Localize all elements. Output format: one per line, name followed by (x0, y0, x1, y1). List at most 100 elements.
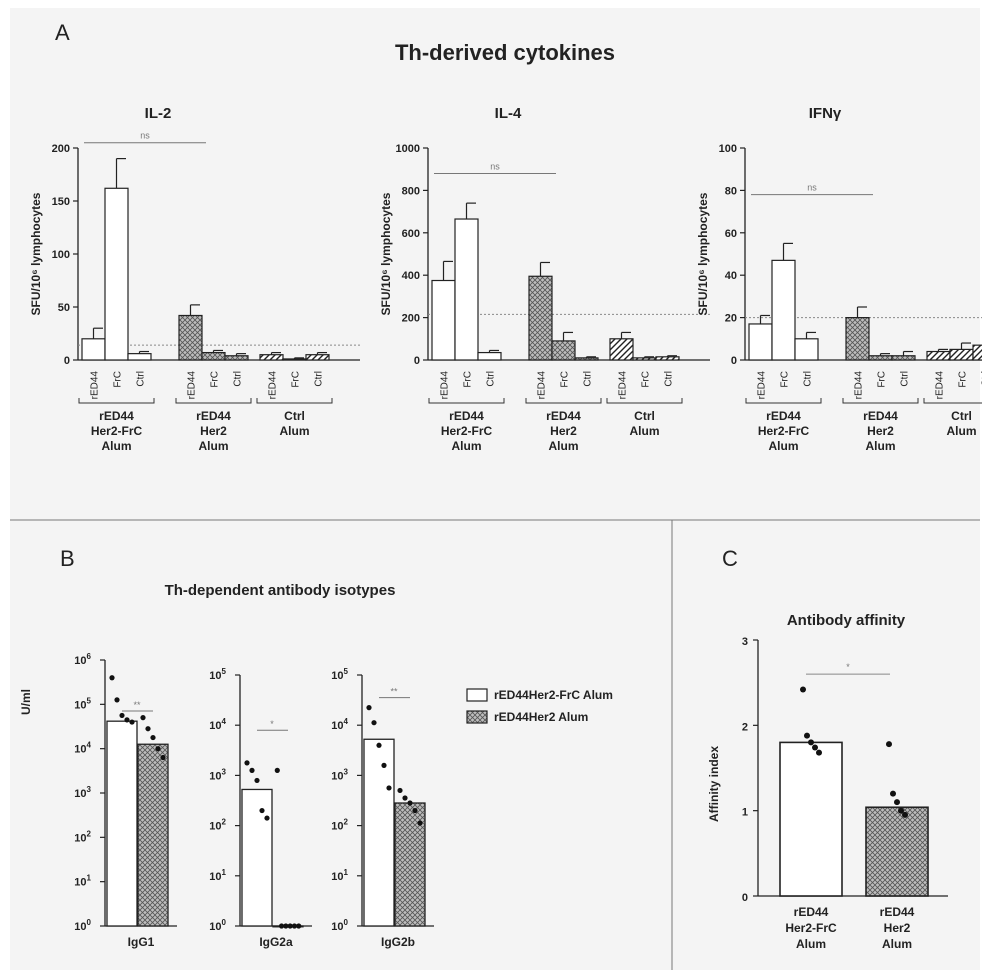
il2-bar-label: Ctrl (136, 371, 147, 387)
il4-chart-title: IL-4 (495, 105, 522, 122)
igg2b-data-point (417, 820, 423, 826)
affinity-category-1-line-2: Her2-FrC (785, 921, 837, 935)
panel-a-letter: A (55, 20, 70, 45)
affinity-y-tick-label: 2 (742, 721, 748, 733)
il2-bar (305, 354, 330, 361)
il2-bar-label: FrC (291, 371, 302, 388)
il4-y-axis-label: SFU/10⁶ lymphocytes (379, 192, 393, 315)
igg1-data-point (150, 734, 156, 741)
il2-bar-label: FrC (113, 371, 124, 388)
il2-y-axis-label: SFU/10⁶ lymphocytes (29, 192, 43, 315)
il2-group-label: Alum (280, 424, 310, 438)
il2-y-tick-label: 200 (52, 143, 70, 155)
ifng-y-tick-label: 100 (719, 143, 737, 155)
legend-swatch-open (466, 688, 488, 702)
affinity-data-point (902, 811, 908, 818)
il2-group-bracket (256, 398, 333, 404)
ifng-bar (771, 259, 796, 361)
igg2a-data-point (264, 815, 270, 821)
ifng-bar-label: rED44 (935, 371, 946, 400)
il2-bar (127, 353, 152, 361)
il2-group-label: rED44 (99, 409, 134, 423)
il4-group-label: Her2-FrC (441, 424, 493, 438)
igg1-data-point (119, 712, 125, 719)
il4-bar-label: FrC (560, 371, 571, 388)
il2-y-tick-label: 0 (64, 355, 70, 367)
affinity-category-2-line-3: Alum (882, 937, 912, 951)
panel-c-letter: C (722, 546, 738, 571)
affinity-category-2-line-1: rED44 (880, 905, 915, 919)
il4-y-tick-label: 600 (402, 228, 420, 240)
igg1-data-point (114, 697, 120, 703)
il4-bar-label: Ctrl (664, 371, 675, 387)
il4-group-label: Alum (452, 439, 482, 453)
igg2b-data-point (381, 762, 387, 768)
il2-group-label: Her2-FrC (91, 424, 143, 438)
igg2a-data-point (254, 777, 260, 784)
affinity-data-point (812, 744, 818, 751)
affinity-data-point (816, 749, 822, 756)
igg1-significance-label: ** (133, 700, 141, 710)
panel-b-title: Th-dependent antibody isotypes (165, 582, 396, 599)
il4-bar-label: FrC (641, 371, 652, 388)
il4-group-bracket (428, 398, 505, 404)
panel-a-background (10, 8, 980, 520)
ifng-y-tick-label: 60 (725, 228, 737, 240)
legend-label-frc: rED44Her2-FrC Alum (494, 688, 613, 702)
igg1-data-point (109, 675, 115, 681)
il4-y-tick-label: 400 (402, 270, 420, 282)
igg1-data-point (129, 719, 135, 725)
igg2b-data-point (376, 742, 382, 748)
ifng-y-axis-label: SFU/10⁶ lymphocytes (696, 192, 710, 315)
panel-a-title: Th-derived cytokines (395, 40, 615, 65)
igg2a-data-point (278, 923, 285, 929)
affinity-significance-label: * (846, 662, 850, 672)
affinity-bar (865, 806, 929, 897)
legend-swatch-cross (466, 710, 488, 724)
ifng-y-tick-label: 40 (725, 270, 737, 282)
ifng-group-label: rED44 (863, 409, 898, 423)
ifng-bar-label: Ctrl (981, 371, 982, 387)
igg2b-data-point (407, 800, 413, 806)
igg2a-data-point (287, 923, 293, 929)
affinity-category-1-line-3: Alum (796, 937, 826, 951)
ifng-bar (748, 323, 773, 361)
il2-y-tick-label: 100 (52, 249, 70, 261)
igg1-data-point (155, 746, 161, 752)
il2-y-tick-label: 50 (58, 302, 70, 314)
igg2b-data-point (402, 795, 408, 801)
il2-bar-label: Ctrl (233, 371, 244, 387)
ifng-bar-label: rED44 (854, 371, 865, 400)
igg2b-data-point (386, 785, 392, 791)
il4-bar-label: rED44 (537, 371, 548, 400)
il2-bar-label: rED44 (268, 371, 279, 400)
ifng-bar-label: FrC (958, 371, 969, 388)
igg1-label: IgG1 (128, 935, 155, 949)
ifng-bar (794, 338, 819, 361)
il2-significance-label: ns (140, 131, 150, 141)
il4-bar (655, 356, 680, 361)
il4-chart: IL-4 SFU/10⁶ lymphocytes 0 200 400 600 800 10… (379, 105, 710, 453)
ifng-bar (868, 355, 893, 361)
il2-group-bracket (175, 398, 252, 404)
igg1-data-point (140, 715, 146, 721)
il2-group-label: rED44 (196, 409, 231, 423)
il4-group-label: Her2 (550, 424, 577, 438)
il4-group-label: Alum (630, 424, 660, 438)
igg2b-label: IgG2b (381, 935, 415, 949)
panel-c-title: Antibody affinity (787, 612, 906, 629)
il2-bar-label: Ctrl (314, 371, 325, 387)
il4-group-label: Ctrl (634, 409, 655, 423)
panel-b-legend: rED44Her2-FrC Alum rED44Her2 Alum (466, 688, 613, 724)
il2-bar (259, 354, 284, 361)
il2-bar (104, 187, 129, 361)
affinity-bar (779, 741, 843, 897)
il4-group-bracket (606, 398, 683, 404)
il2-bar-label: FrC (210, 371, 221, 388)
ifng-bar (949, 348, 974, 361)
panel-b-y-axis-label: U/ml (19, 689, 33, 715)
ifng-group-label: Her2 (867, 424, 894, 438)
